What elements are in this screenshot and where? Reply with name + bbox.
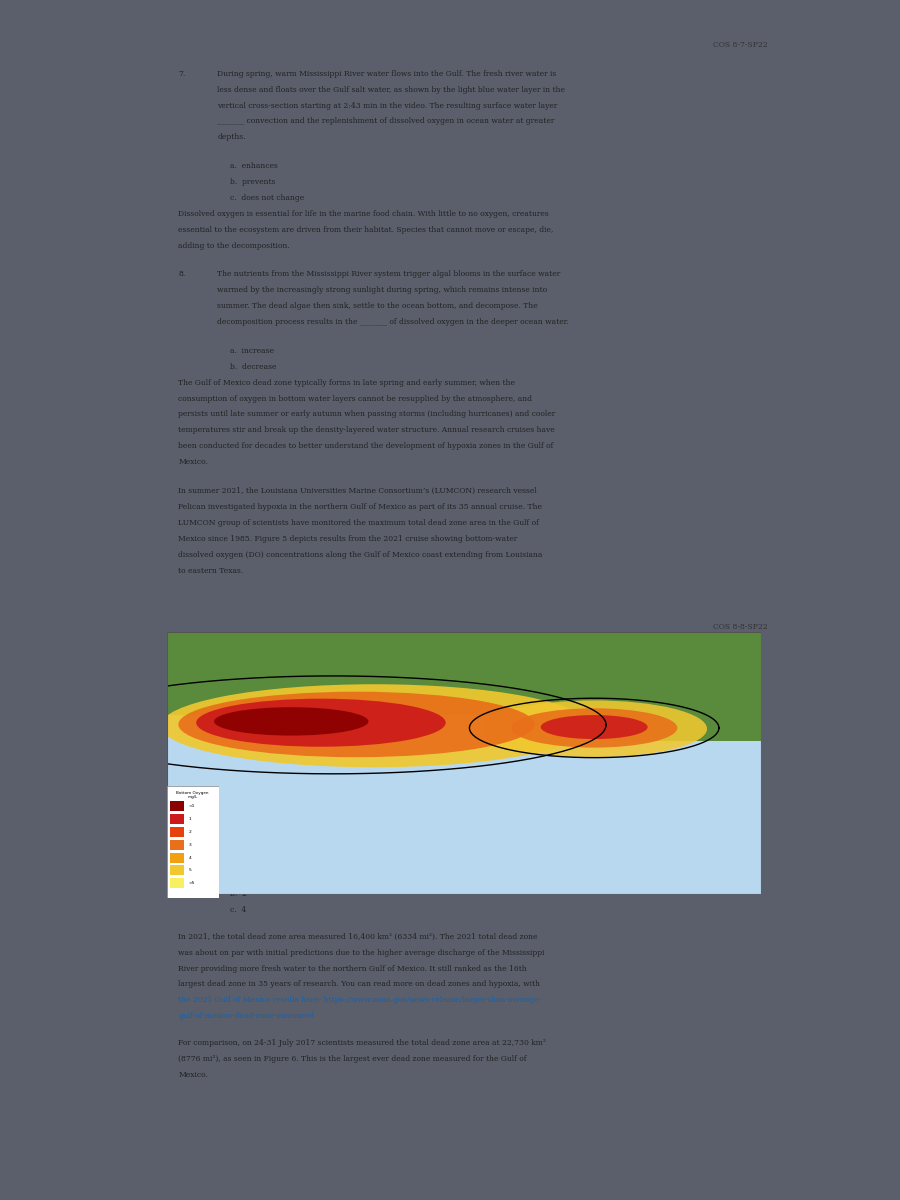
Text: largest dead zone in 35 years of research. You can read more on dead zones and h: largest dead zone in 35 years of researc…	[178, 980, 540, 989]
Bar	[169, 865, 184, 875]
Text: the 2021 Gulf of Mexico results here: https://www.noaa.gov/news-release/larger-t: the 2021 Gulf of Mexico results here: ht…	[178, 996, 542, 1004]
Ellipse shape	[482, 701, 707, 757]
Text: _______ major dead zone segment(s) in the sample area.: _______ major dead zone segment(s) in th…	[217, 848, 431, 857]
Text: Figure 5. Gulf of Mexico bottom-water hypoxia dissolved oxygen (mg/L) for 25 JUL: Figure 5. Gulf of Mexico bottom-water hy…	[311, 768, 616, 776]
Text: a.  increase: a. increase	[230, 347, 274, 355]
Text: waters have dissolved oxygen concentrations of 2 mg/L or less. The 2021 map reve: waters have dissolved oxygen concentrati…	[217, 833, 547, 840]
Bar	[169, 802, 184, 811]
Text: The Gulf of Mexico dead zone typically forms in late spring and early summer, wh: The Gulf of Mexico dead zone typically f…	[178, 378, 516, 386]
Text: gulf-of-mexico-dead-zone-measured: gulf-of-mexico-dead-zone-measured	[178, 1013, 314, 1020]
Text: b.  2: b. 2	[230, 890, 248, 899]
Bar	[166, 628, 760, 715]
Bar	[169, 815, 184, 824]
Text: Mexico since 1985. Figure 5 depicts results from the 2021 cruise showing bottom-: Mexico since 1985. Figure 5 depicts resu…	[178, 535, 518, 542]
Text: temperatures stir and break up the density-layered water structure. Annual resea: temperatures stir and break up the densi…	[178, 426, 555, 434]
Text: summer. The dead algae then sink, settle to the ocean bottom, and decompose. The: summer. The dead algae then sink, settle…	[217, 302, 538, 310]
Bar	[169, 827, 184, 838]
Text: >5: >5	[188, 881, 195, 886]
Text: dissolved oxygen (DO) concentrations along the Gulf of Mexico coast extending fr: dissolved oxygen (DO) concentrations alo…	[178, 551, 543, 559]
Text: b.  decrease: b. decrease	[230, 362, 276, 371]
Text: <1: <1	[188, 804, 194, 809]
Text: 1 AUG 2021. Black lines enclose values less than 2 mg/L. [LUMCON/NOAA]: 1 AUG 2021. Black lines enclose values l…	[328, 785, 598, 792]
Text: 1: 1	[188, 817, 191, 821]
Text: 4: 4	[188, 856, 191, 859]
Text: a.  enhances: a. enhances	[230, 162, 278, 170]
Text: consumption of oxygen in bottom water layers cannot be resupplied by the atmosph: consumption of oxygen in bottom water la…	[178, 395, 533, 402]
Text: Bottom Oxygen
mg/L: Bottom Oxygen mg/L	[176, 791, 209, 799]
Text: to eastern Texas.: to eastern Texas.	[178, 566, 244, 575]
Ellipse shape	[511, 708, 678, 748]
Text: 2: 2	[188, 830, 191, 834]
Bar	[169, 852, 184, 863]
Text: Mexico.: Mexico.	[178, 1070, 208, 1079]
Ellipse shape	[541, 715, 648, 739]
FancyBboxPatch shape	[612, 628, 760, 742]
Bar	[169, 878, 184, 888]
Text: c.  does not change: c. does not change	[230, 194, 304, 202]
Text: For comparison, on 24-31 July 2017 scientists measured the total dead zone area : For comparison, on 24-31 July 2017 scien…	[178, 1039, 546, 1046]
Text: River providing more fresh water to the northern Gulf of Mexico. It still ranked: River providing more fresh water to the …	[178, 965, 527, 972]
Text: COS 8-7-SP22: COS 8-7-SP22	[714, 41, 768, 49]
Text: 3: 3	[188, 842, 191, 847]
Text: Pelican investigated hypoxia in the northern Gulf of Mexico as part of its 35 an: Pelican investigated hypoxia in the nort…	[178, 503, 543, 511]
Text: c.  4: c. 4	[230, 906, 247, 914]
Text: LUMCON group of scientists have monitored the maximum total dead zone area in th: LUMCON group of scientists have monitore…	[178, 518, 539, 527]
Text: In Figure 5, heavy black isolines (lines of constant value) have a value of 2 mg: In Figure 5, heavy black isolines (lines…	[217, 816, 561, 824]
Text: was about on par with initial predictions due to the higher average discharge of: was about on par with initial prediction…	[178, 948, 544, 956]
Text: a.  1: a. 1	[230, 875, 247, 882]
Ellipse shape	[214, 707, 368, 736]
Text: The nutrients from the Mississippi River system trigger algal blooms in the surf: The nutrients from the Mississippi River…	[217, 270, 561, 278]
Text: During spring, warm Mississippi River water flows into the Gulf. The fresh river: During spring, warm Mississippi River wa…	[217, 70, 556, 78]
Ellipse shape	[196, 698, 446, 746]
Text: essential to the ecosystem are driven from their habitat. Species that cannot mo: essential to the ecosystem are driven fr…	[178, 226, 554, 234]
Ellipse shape	[178, 691, 535, 757]
Text: vertical cross-section starting at 2:43 min in the video. The resulting surface : vertical cross-section starting at 2:43 …	[217, 102, 558, 109]
Text: (8776 mi²), as seen in Figure 6. This is the largest ever dead zone measured for: (8776 mi²), as seen in Figure 6. This is…	[178, 1055, 526, 1062]
Ellipse shape	[160, 684, 589, 767]
Text: Mexico.: Mexico.	[178, 458, 208, 467]
Bar	[169, 840, 184, 850]
Text: b.  prevents: b. prevents	[230, 178, 275, 186]
Text: 5: 5	[188, 869, 192, 872]
Text: warmed by the increasingly strong sunlight during spring, which remains intense : warmed by the increasingly strong sunlig…	[217, 286, 547, 294]
Text: 8.: 8.	[178, 270, 185, 278]
Text: _______ convection and the replenishment of dissolved oxygen in ocean water at g: _______ convection and the replenishment…	[217, 118, 554, 126]
Text: persists until late summer or early autumn when passing storms (including hurric: persists until late summer or early autu…	[178, 410, 555, 419]
Text: 7.: 7.	[178, 70, 185, 78]
Text: In 2021, the total dead zone area measured 16,400 km² (6334 mi²). The 2021 total: In 2021, the total dead zone area measur…	[178, 932, 538, 941]
Text: decomposition process results in the _______ of dissolved oxygen in the deeper o: decomposition process results in the ___…	[217, 318, 569, 326]
Text: depths.: depths.	[217, 133, 246, 142]
Text: COS 8-8-SP22: COS 8-8-SP22	[714, 623, 768, 631]
Text: In summer 2021, the Louisiana Universities Marine Consortium’s (LUMCON) research: In summer 2021, the Louisiana Universiti…	[178, 487, 537, 494]
Text: adding to the decomposition.: adding to the decomposition.	[178, 241, 290, 250]
Text: Dissolved oxygen is essential for life in the marine food chain. With little to : Dissolved oxygen is essential for life i…	[178, 210, 549, 218]
Text: been conducted for decades to better understand the development of hypoxia zones: been conducted for decades to better und…	[178, 443, 554, 450]
Text: less dense and floats over the Gulf salt water, as shown by the light blue water: less dense and floats over the Gulf salt…	[217, 85, 565, 94]
Text: 9.: 9.	[178, 816, 185, 824]
